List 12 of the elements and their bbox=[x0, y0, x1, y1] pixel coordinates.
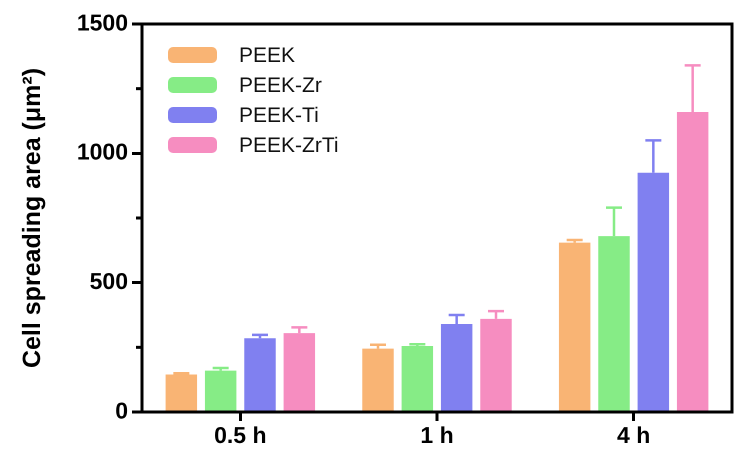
y-tick-label: 0 bbox=[115, 397, 128, 424]
legend-label: PEEK-ZrTi bbox=[239, 134, 339, 157]
y-tick-label: 500 bbox=[90, 268, 128, 294]
x-tick-label: 0.5 h bbox=[214, 422, 267, 448]
y-tick-label: 1500 bbox=[76, 9, 128, 36]
y-axis-title: Cell spreading area (μm²) bbox=[18, 68, 46, 368]
legend-label: PEEK bbox=[239, 44, 296, 67]
x-tick-label: 1 h bbox=[420, 422, 454, 448]
legend-label: PEEK-Zr bbox=[239, 74, 322, 97]
legend-label: PEEK-Ti bbox=[239, 104, 319, 127]
x-tick-label: 4 h bbox=[617, 422, 650, 448]
y-tick-label: 1000 bbox=[76, 138, 128, 165]
